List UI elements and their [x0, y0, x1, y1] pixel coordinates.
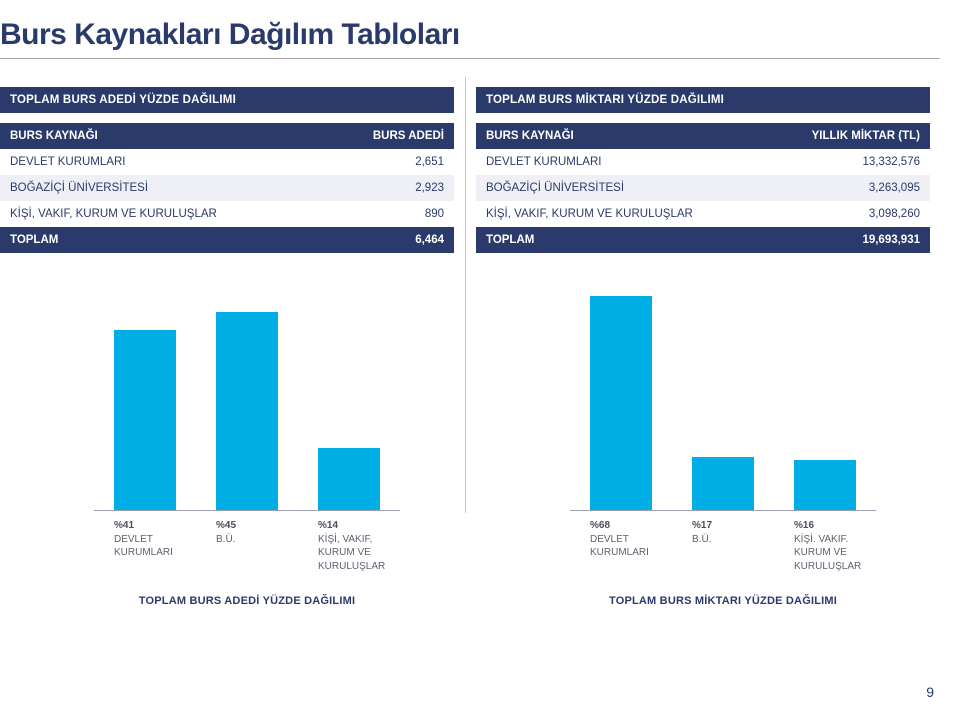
- table-row: KİŞİ, VAKIF, KURUM VE KURULUŞLAR 890: [0, 201, 454, 227]
- cell-name: DEVLET KURUMLARI: [476, 149, 766, 175]
- cell-name: DEVLET KURUMLARI: [0, 149, 324, 175]
- bar-pct: %14: [318, 519, 380, 533]
- cell-value: 890: [324, 201, 454, 227]
- right-chart-caption: TOPLAM BURS MİKTARI YÜZDE DAĞILIMI: [609, 595, 837, 607]
- left-table: TOPLAM BURS ADEDİ YÜZDE DAĞILIMI BURS KA…: [0, 87, 454, 253]
- bar-label-line: KURUM VE: [318, 546, 380, 560]
- bar: [590, 296, 652, 510]
- bar-label: %16KİŞİ. VAKIF.KURUM VEKURULUŞLAR: [794, 519, 856, 573]
- bar-pct: %16: [794, 519, 856, 533]
- cell-value: 2,923: [324, 175, 454, 201]
- table-row: BOĞAZİÇİ ÜNİVERSİTESİ 3,263,095: [476, 175, 930, 201]
- right-col-1: YILLIK MİKTAR (TL): [766, 123, 930, 149]
- right-table-title: TOPLAM BURS MİKTARI YÜZDE DAĞILIMI: [476, 87, 930, 113]
- total-value: 19,693,931: [766, 227, 930, 253]
- bar-wrap: [692, 457, 754, 510]
- charts-row: %41DEVLETKURUMLARI%45B.Ü.%14KİŞİ, VAKIF,…: [0, 291, 930, 607]
- cell-value: 2,651: [324, 149, 454, 175]
- bar-label-line: B.Ü.: [692, 533, 754, 547]
- right-chart: %68DEVLETKURUMLARI %17B.Ü. %16KİŞİ. VAKIF.…: [476, 291, 930, 607]
- page-number: 9: [926, 684, 934, 700]
- left-col-0: BURS KAYNAĞI: [0, 123, 324, 149]
- title-divider: [0, 58, 940, 59]
- table-row: BOĞAZİÇİ ÜNİVERSİTESİ 2,923: [0, 175, 454, 201]
- bar-wrap: [318, 448, 380, 510]
- cell-name: KİŞİ, VAKIF, KURUM VE KURULUŞLAR: [0, 201, 324, 227]
- right-chart-labels: %68DEVLETKURUMLARI %17B.Ü. %16KİŞİ. VAKIF.…: [570, 511, 876, 573]
- right-table: TOPLAM BURS MİKTARI YÜZDE DAĞILIMI BURS …: [476, 87, 930, 253]
- total-row: TOPLAM 19,693,931: [476, 227, 930, 253]
- bar-label: %17B.Ü.: [692, 519, 754, 573]
- bar-label-line: KURUMLARI: [114, 546, 176, 560]
- bar-label-line: DEVLET: [590, 533, 652, 547]
- bar-label: %41DEVLETKURUMLARI: [114, 519, 176, 573]
- bar-pct: %17: [692, 519, 754, 533]
- bar-label: %14KİŞİ, VAKIF,KURUM VEKURULUŞLAR: [318, 519, 380, 573]
- bar-wrap: [216, 312, 278, 510]
- bar-label-line: DEVLET: [114, 533, 176, 547]
- cell-name: BOĞAZİÇİ ÜNİVERSİTESİ: [0, 175, 324, 201]
- cell-value: 3,098,260: [766, 201, 930, 227]
- left-chart-caption: TOPLAM BURS ADEDİ YÜZDE DAĞILIMI: [139, 595, 355, 607]
- total-row: TOPLAM 6,464: [0, 227, 454, 253]
- right-col-0: BURS KAYNAĞI: [476, 123, 766, 149]
- bar-label-line: KURUM VE: [794, 546, 856, 560]
- bar-wrap: [794, 460, 856, 510]
- left-chart-bars: [94, 291, 400, 511]
- cell-name: KİŞİ, VAKIF, KURUM VE KURULUŞLAR: [476, 201, 766, 227]
- right-chart-bars: [570, 291, 876, 511]
- bar-wrap: [114, 330, 176, 510]
- left-data-table: BURS KAYNAĞI BURS ADEDİ DEVLET KURUMLARI…: [0, 123, 454, 253]
- bar-label: %68DEVLETKURUMLARI: [590, 519, 652, 573]
- cell-name: BOĞAZİÇİ ÜNİVERSİTESİ: [476, 175, 766, 201]
- bar: [318, 448, 380, 510]
- bar-label-line: KURULUŞLAR: [318, 560, 380, 574]
- bar-label-line: KURUMLARI: [590, 546, 652, 560]
- bar: [216, 312, 278, 510]
- bar-label-line: KURULUŞLAR: [794, 560, 856, 574]
- bar-label-line: KİŞİ. VAKIF.: [794, 533, 856, 547]
- bar: [114, 330, 176, 510]
- left-chart-labels: %41DEVLETKURUMLARI %45B.Ü. %14KİŞİ, VAKIF,…: [94, 511, 400, 573]
- total-value: 6,464: [324, 227, 454, 253]
- tables-row: TOPLAM BURS ADEDİ YÜZDE DAĞILIMI BURS KA…: [0, 87, 930, 253]
- bar-label-line: B.Ü.: [216, 533, 278, 547]
- bar: [794, 460, 856, 510]
- bar-pct: %41: [114, 519, 176, 533]
- bar-pct: %68: [590, 519, 652, 533]
- bar-wrap: [590, 296, 652, 510]
- right-data-table: BURS KAYNAĞI YILLIK MİKTAR (TL) DEVLET K…: [476, 123, 930, 253]
- bar-label: %45B.Ü.: [216, 519, 278, 573]
- cell-value: 13,332,576: [766, 149, 930, 175]
- table-row: KİŞİ, VAKIF, KURUM VE KURULUŞLAR 3,098,2…: [476, 201, 930, 227]
- right-column: TOPLAM BURS MİKTARI YÜZDE DAĞILIMI BURS …: [476, 87, 930, 253]
- left-column: TOPLAM BURS ADEDİ YÜZDE DAĞILIMI BURS KA…: [0, 87, 454, 253]
- bar-label-line: KİŞİ, VAKIF,: [318, 533, 380, 547]
- page-title: Burs Kaynakları Dağılım Tabloları: [0, 18, 930, 52]
- total-label: TOPLAM: [476, 227, 766, 253]
- cell-value: 3,263,095: [766, 175, 930, 201]
- bar-pct: %45: [216, 519, 278, 533]
- bar: [692, 457, 754, 510]
- table-row: DEVLET KURUMLARI 13,332,576: [476, 149, 930, 175]
- table-row: DEVLET KURUMLARI 2,651: [0, 149, 454, 175]
- total-label: TOPLAM: [0, 227, 324, 253]
- left-chart: %41DEVLETKURUMLARI %45B.Ü. %14KİŞİ, VAKIF,…: [0, 291, 454, 607]
- left-col-1: BURS ADEDİ: [324, 123, 454, 149]
- left-table-title: TOPLAM BURS ADEDİ YÜZDE DAĞILIMI: [0, 87, 454, 113]
